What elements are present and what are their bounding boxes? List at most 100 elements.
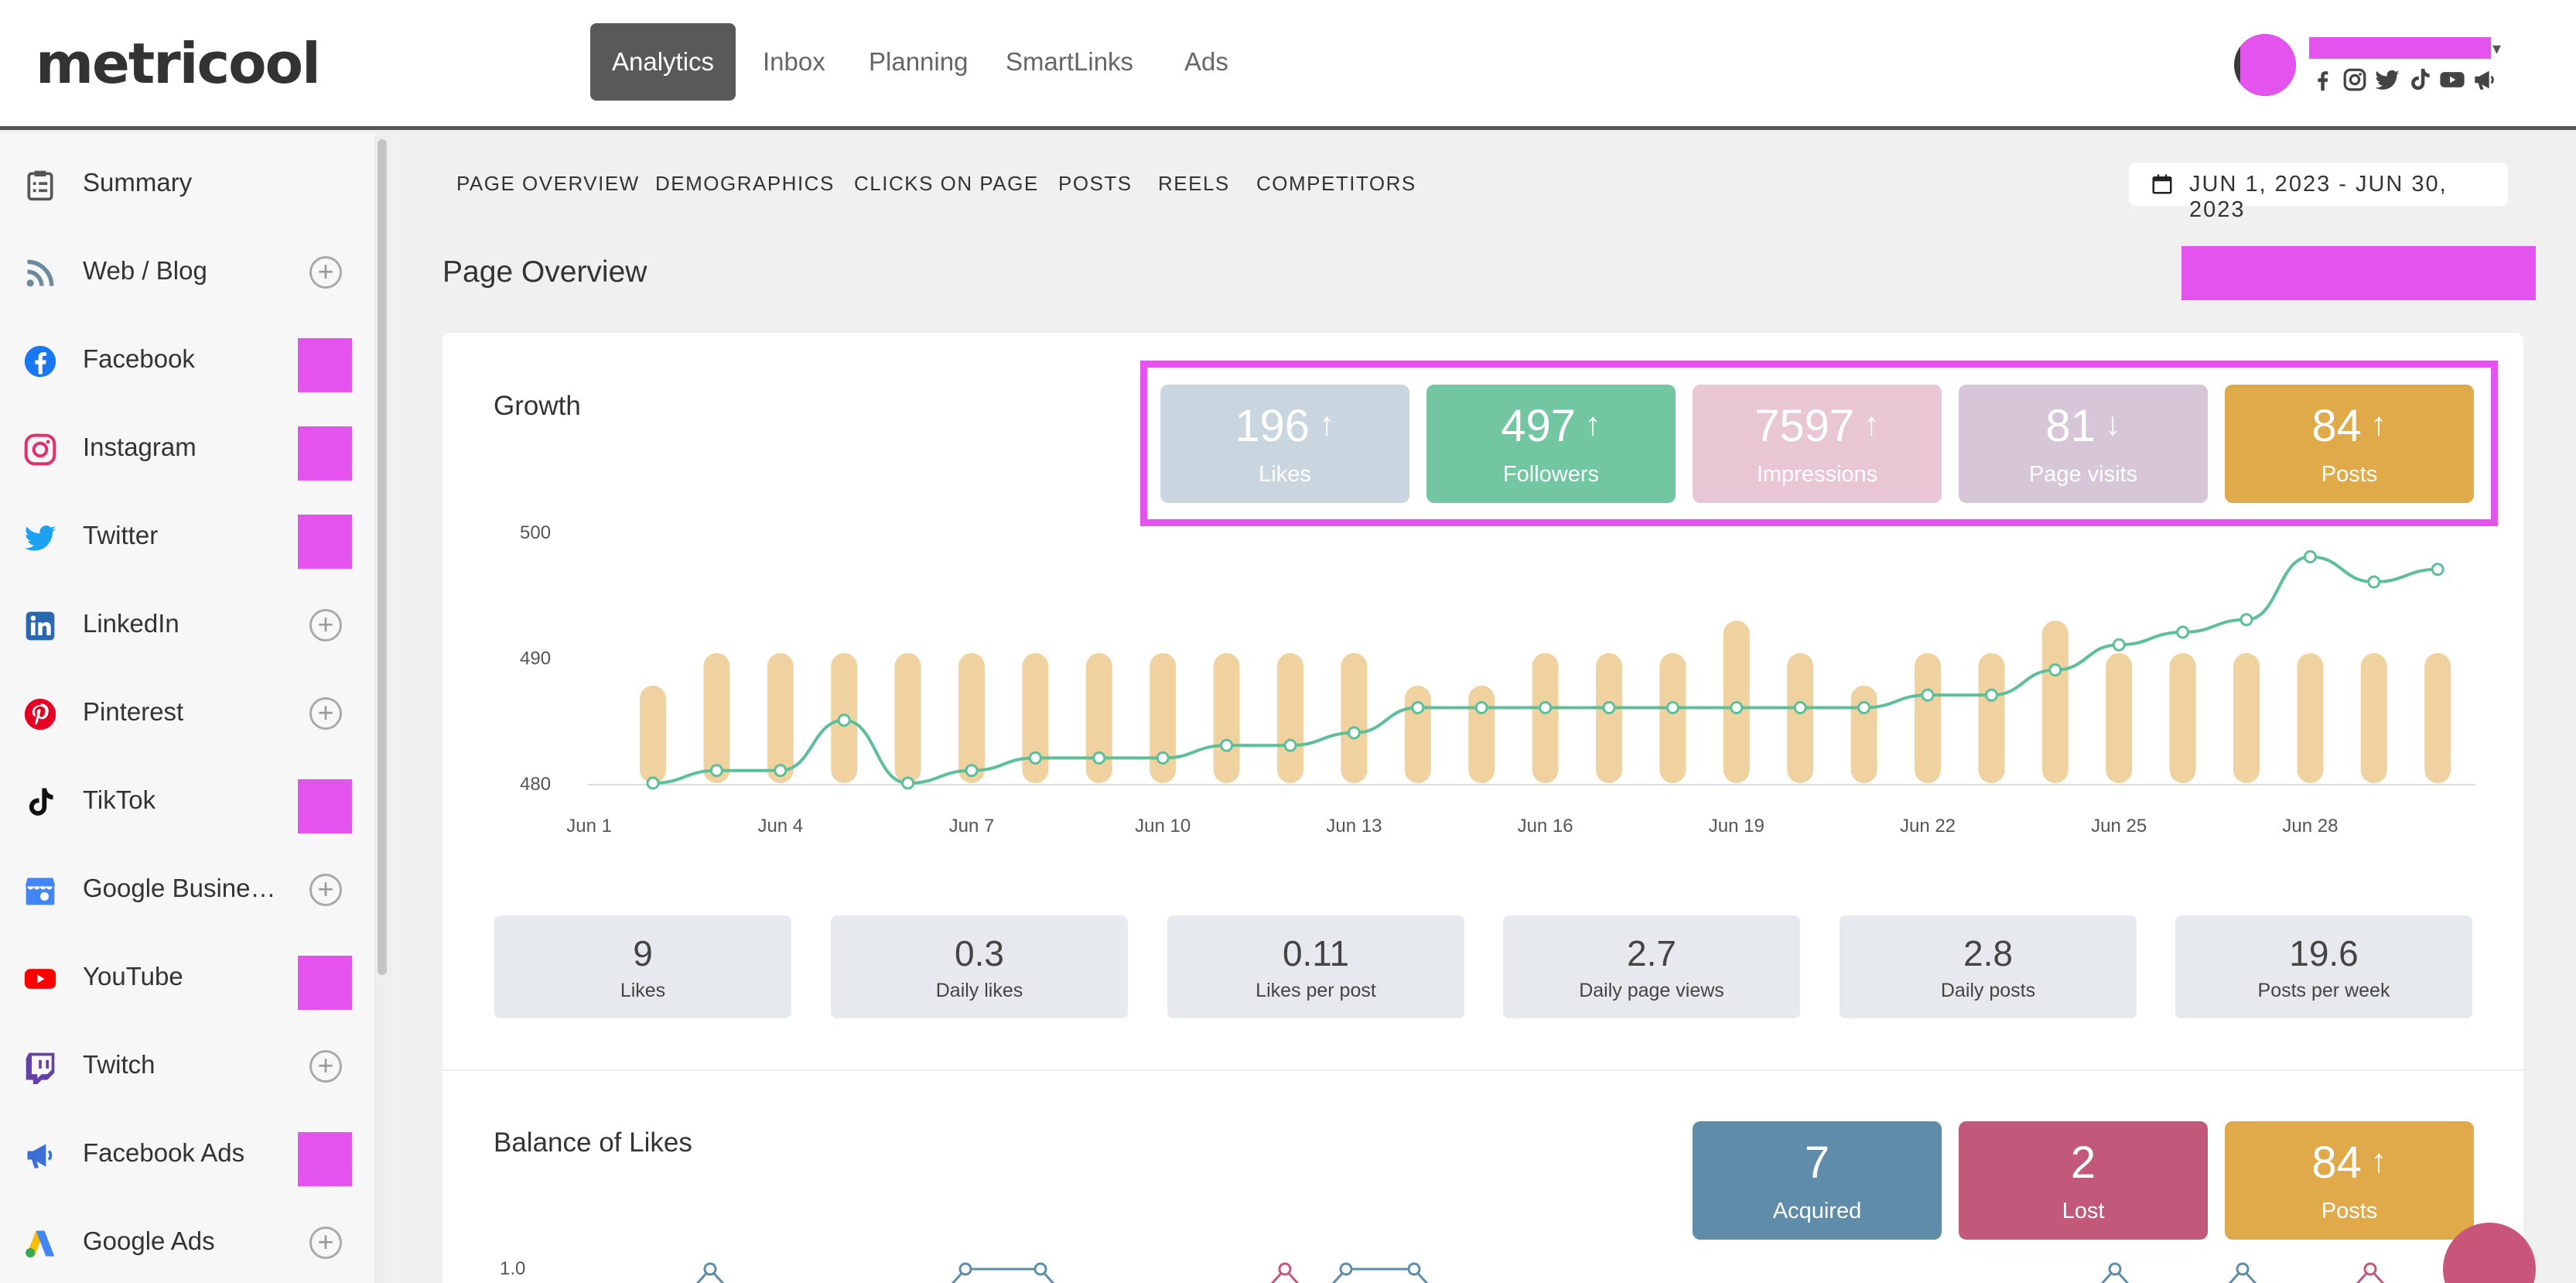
line-point: [1857, 701, 1871, 714]
nav-smartlinks[interactable]: SmartLinks: [1006, 47, 1134, 76]
kpi-impressions[interactable]: 7597 ↑ Impressions: [1693, 385, 1942, 503]
date-range-picker[interactable]: JUN 1, 2023 - JUN 30, 2023: [2129, 163, 2508, 222]
bar-posts: [1277, 653, 1303, 783]
sidebar-item-pinterest[interactable]: Pinterest +: [0, 674, 364, 751]
sidebar-item-google-ads[interactable]: Google Ads +: [0, 1203, 364, 1281]
account-dropdown-caret-icon[interactable]: ▾: [2492, 39, 2502, 58]
kpi-highlight-box: [1140, 361, 2498, 526]
add-connection-icon[interactable]: +: [309, 1227, 342, 1259]
twitch-icon: [23, 1050, 57, 1084]
pinterest-icon: [23, 697, 57, 731]
facebook-icon: [23, 344, 57, 378]
connected-account-redacted[interactable]: [298, 779, 352, 833]
sidebar-item-summary[interactable]: Summary: [0, 145, 364, 222]
bar-posts: [2106, 653, 2133, 783]
line-point: [709, 764, 723, 778]
sidebar-item-linkedin[interactable]: LinkedIn +: [0, 586, 364, 663]
line-point: [901, 776, 915, 790]
sidebar-item-google-busines[interactable]: Google Busines… +: [0, 850, 364, 928]
add-connection-icon[interactable]: +: [309, 697, 342, 730]
account-youtube-icon: [2439, 67, 2465, 97]
kpi-followers[interactable]: 497 ↑ Followers: [1426, 385, 1676, 503]
account-avatar[interactable]: [2234, 34, 2296, 96]
connected-account-redacted[interactable]: [298, 426, 352, 481]
sidebar-item-instagram[interactable]: Instagram: [0, 409, 364, 487]
calendar-icon: [2152, 174, 2172, 194]
kpi-label: Likes: [1259, 462, 1311, 487]
stat-label: Posts per week: [2257, 980, 2390, 1001]
stat-likes: 9 Likes: [494, 915, 791, 1018]
kpi-posts[interactable]: 84 ↑ Posts: [2225, 385, 2474, 503]
kpi-likes[interactable]: 196 ↑ Likes: [1160, 385, 1409, 503]
bar-posts: [1659, 653, 1686, 783]
add-connection-icon[interactable]: +: [309, 874, 342, 906]
kpi-posts[interactable]: 84 ↑ Posts: [2225, 1121, 2474, 1240]
tab-reels[interactable]: REELS: [1158, 172, 1230, 195]
kpi-value: 2: [2070, 1138, 2096, 1188]
kpi-value: 84 ↑: [2311, 401, 2387, 451]
balance-point: [1278, 1262, 1292, 1276]
x-tick-label: Jun 28: [2282, 816, 2338, 837]
sidebar-item-facebook[interactable]: Facebook: [0, 321, 364, 399]
tab-page-overview[interactable]: PAGE OVERVIEW: [456, 172, 640, 195]
kpi-label: Page visits: [2028, 462, 2138, 487]
bar-posts: [958, 653, 985, 783]
sidebar-scrollbar-thumb[interactable]: [378, 139, 387, 975]
sidebar-item-label: Twitter: [83, 521, 159, 549]
line-point: [2048, 663, 2062, 677]
sidebar-item-tiktok[interactable]: TikTok: [0, 762, 364, 840]
line-point: [1156, 751, 1170, 765]
nav-inbox[interactable]: Inbox: [763, 47, 825, 76]
kpi-value: 84 ↑: [2311, 1138, 2387, 1188]
add-connection-icon[interactable]: +: [309, 1050, 342, 1083]
x-tick-label: Jun 25: [2091, 816, 2147, 837]
connected-account-redacted[interactable]: [298, 956, 352, 1010]
growth-title: Growth: [494, 391, 581, 421]
bar-posts: [703, 653, 730, 783]
stat-value: 2.7: [1627, 933, 1676, 973]
add-connection-icon[interactable]: +: [309, 609, 342, 642]
twitter-icon: [23, 521, 57, 555]
account-facebook-icon: [2309, 67, 2335, 97]
kpi-value: 7: [1804, 1138, 1830, 1188]
line-point: [2112, 638, 2126, 652]
add-connection-icon[interactable]: +: [309, 256, 342, 289]
x-tick-label: Jun 1: [566, 816, 612, 837]
x-tick-label: Jun 16: [1518, 816, 1573, 837]
connected-account-redacted[interactable]: [298, 515, 352, 569]
account-name-redacted[interactable]: [2309, 37, 2491, 59]
connected-account-redacted[interactable]: [298, 338, 352, 392]
stat-label: Likes: [620, 980, 666, 1001]
tab-demographics[interactable]: DEMOGRAPHICS: [655, 172, 835, 195]
stat-label: Likes per post: [1256, 980, 1376, 1001]
kpi-acquired[interactable]: 7 Acquired: [1693, 1121, 1942, 1240]
sidebar-item-youtube[interactable]: YouTube: [0, 939, 364, 1016]
bar-posts: [1085, 653, 1112, 783]
tab-posts[interactable]: POSTS: [1058, 172, 1133, 195]
nav-analytics[interactable]: Analytics: [590, 23, 736, 101]
tab-clicks-on-page[interactable]: CLICKS ON PAGE: [854, 172, 1039, 195]
line-point: [2431, 563, 2444, 576]
metricool-logo[interactable]: metricool: [36, 31, 321, 96]
clipboard-icon: [23, 168, 57, 202]
balance-title: Balance of Likes: [494, 1127, 692, 1158]
balance-point: [1339, 1262, 1353, 1276]
sidebar-item-twitch[interactable]: Twitch +: [0, 1027, 364, 1104]
line-point: [1539, 701, 1553, 714]
sidebar-item-web-blog[interactable]: Web / Blog +: [0, 233, 364, 310]
arrow-up-icon: ↑: [2361, 405, 2387, 442]
kpi-label: Followers: [1502, 462, 1600, 487]
nav-planning[interactable]: Planning: [869, 47, 969, 76]
tab-competitors[interactable]: COMPETITORS: [1256, 172, 1416, 195]
redacted-action-button[interactable]: [2181, 246, 2536, 300]
bar-posts: [767, 653, 794, 783]
connected-account-redacted[interactable]: [298, 1132, 352, 1186]
bar-posts: [1341, 653, 1368, 783]
arrow-down-icon: ↓: [2095, 405, 2121, 442]
sidebar-item-facebook-ads[interactable]: Facebook Ads: [0, 1115, 364, 1192]
sidebar-item-twitter[interactable]: Twitter: [0, 498, 364, 575]
kpi-lost[interactable]: 2 Lost: [1959, 1121, 2208, 1240]
nav-ads[interactable]: Ads: [1184, 47, 1228, 76]
bar-posts: [1850, 686, 1877, 783]
kpi-page-visits[interactable]: 81 ↓ Page visits: [1959, 385, 2208, 503]
